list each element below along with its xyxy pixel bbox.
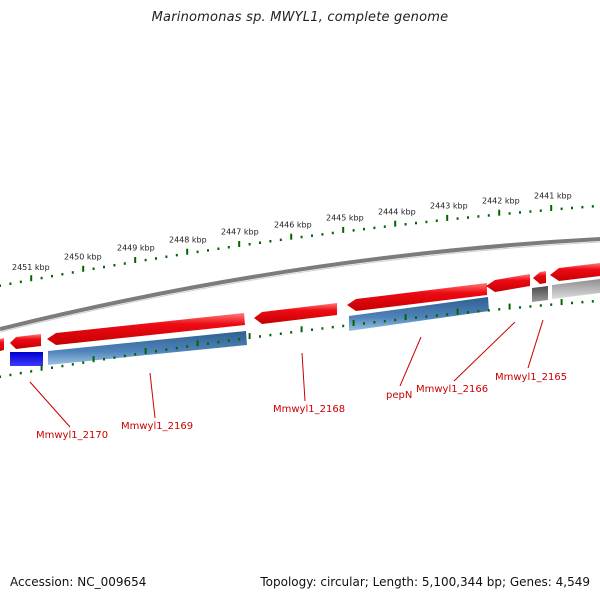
kbp-label: 2450 kbp <box>64 253 102 262</box>
gene-label: Mmwyl1_2165 <box>495 372 567 383</box>
gene-labels: Mmwyl1_2170 Mmwyl1_2169 Mmwyl1_2168 pepN… <box>36 372 567 441</box>
outer-tick-row <box>0 205 594 287</box>
gene-label-leaders <box>29 319 544 428</box>
kbp-label-row: 2451 kbp 2450 kbp 2449 kbp 2448 kbp 2447 kbp… <box>12 192 572 272</box>
leader-mmwyl1-2166 <box>453 321 516 382</box>
kbp-label: 2447 kbp <box>221 228 259 237</box>
gene-blue-1 <box>48 331 247 365</box>
genome-summary-text: Topology: circular; Length: 5,100,344 bp… <box>260 575 590 589</box>
genome-backbone-highlight <box>0 241 600 333</box>
gene-label: Mmwyl1_2170 <box>36 430 108 441</box>
kbp-label: 2442 kbp <box>482 196 520 205</box>
gene-label: pepN <box>386 390 412 401</box>
gene-light-gray <box>552 279 600 299</box>
gene-red-6 <box>486 274 530 292</box>
gene-dark-gray <box>532 286 548 302</box>
kbp-label: 2444 kbp <box>378 207 416 216</box>
gene-red-4 <box>254 303 337 324</box>
leader-mmwyl1-2170 <box>29 381 71 428</box>
kbp-label: 2445 kbp <box>326 214 364 223</box>
reverse-strand-genes <box>10 279 600 366</box>
leader-mmwyl1-2169 <box>149 372 156 419</box>
gene-red-5 <box>347 283 487 311</box>
kbp-label: 2449 kbp <box>117 244 155 253</box>
accession-text: Accession: NC_009654 <box>10 575 147 589</box>
gene-bright-blue <box>10 352 43 366</box>
kbp-label: 2441 kbp <box>534 192 572 201</box>
gene-label: Mmwyl1_2169 <box>121 421 193 432</box>
inner-tick-row <box>0 299 594 378</box>
kbp-label: 2448 kbp <box>169 236 207 245</box>
gene-blue-2 <box>349 297 489 331</box>
leader-pepN <box>399 336 422 387</box>
gene-red-3 <box>47 313 245 345</box>
forward-strand-genes <box>0 263 600 351</box>
gene-red-1 <box>0 338 4 351</box>
leader-mmwyl1-2168 <box>301 352 306 402</box>
gene-red-7 <box>533 271 546 284</box>
gene-red-2 <box>10 334 41 349</box>
genome-backbone <box>0 237 600 331</box>
genome-title: Marinomonas sp. MWYL1, complete genome <box>151 10 449 25</box>
kbp-label: 2446 kbp <box>274 220 312 229</box>
kbp-label: 2451 kbp <box>12 263 50 272</box>
leader-mmwyl1-2165 <box>527 319 544 369</box>
gene-label: Mmwyl1_2168 <box>273 404 345 415</box>
gene-red-8 <box>550 263 600 281</box>
gene-label: Mmwyl1_2166 <box>416 384 488 395</box>
kbp-label: 2443 kbp <box>430 202 468 211</box>
